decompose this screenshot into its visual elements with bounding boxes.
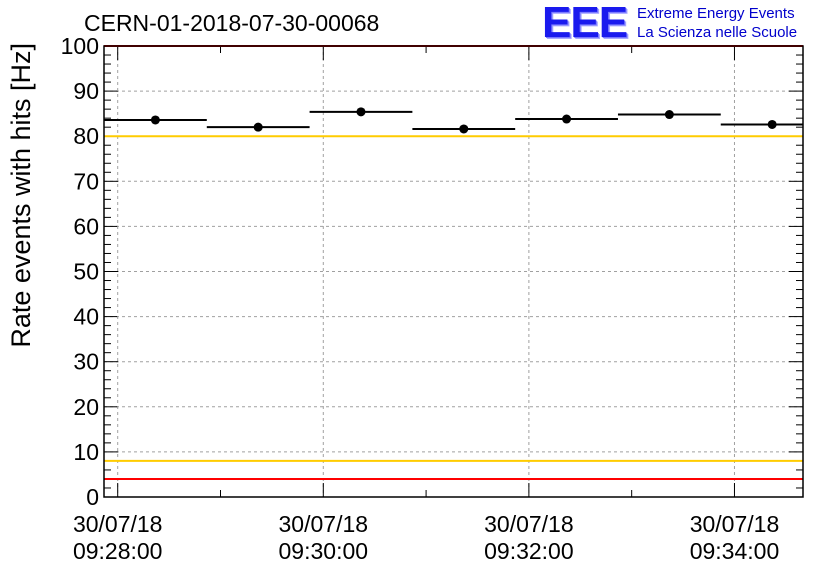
y-tick-label: 20 — [73, 394, 99, 420]
y-tick-label: 40 — [73, 304, 99, 330]
x-tick-date-label: 30/07/18 — [484, 511, 574, 537]
data-point — [459, 124, 469, 134]
plot-frame — [103, 45, 804, 498]
x-tick-time-label: 09:34:00 — [690, 538, 780, 564]
x-tick-date-label: 30/07/18 — [690, 511, 780, 537]
data-point — [767, 119, 777, 129]
eee-logo-mark: EEE — [542, 0, 628, 47]
x-tick-date-label: 30/07/18 — [73, 511, 163, 537]
y-tick-label: 50 — [73, 259, 99, 285]
run-title: CERN-01-2018-07-30-00068 — [84, 10, 380, 36]
data-point — [150, 115, 160, 125]
eee-logo: EEE Extreme Energy Events La Scienza nel… — [542, 0, 797, 47]
logo-line-2: La Scienza nelle Scuole — [637, 24, 798, 41]
x-tick-time-label: 09:28:00 — [73, 538, 163, 564]
eee-logo-text: Extreme Energy Events La Scienza nelle S… — [637, 4, 797, 42]
data-point — [664, 110, 674, 120]
x-tick-time-label: 09:30:00 — [279, 538, 369, 564]
y-tick-label: 0 — [86, 484, 99, 510]
y-tick-label: 10 — [73, 439, 99, 465]
x-tick-time-label: 09:32:00 — [484, 538, 574, 564]
data-point — [562, 114, 572, 124]
y-tick-label: 90 — [73, 78, 99, 104]
x-tick-date-label: 30/07/18 — [279, 511, 369, 537]
y-tick-label: 70 — [73, 168, 99, 194]
data-point — [356, 107, 366, 117]
y-tick-label: 60 — [73, 213, 99, 239]
y-tick-label: 100 — [61, 33, 99, 59]
y-tick-label: 30 — [73, 349, 99, 375]
data-point — [253, 122, 263, 132]
y-tick-label: 80 — [73, 123, 99, 149]
y-axis-label: Rate events with hits [Hz] — [6, 43, 36, 348]
logo-line-1: Extreme Energy Events — [637, 5, 795, 22]
